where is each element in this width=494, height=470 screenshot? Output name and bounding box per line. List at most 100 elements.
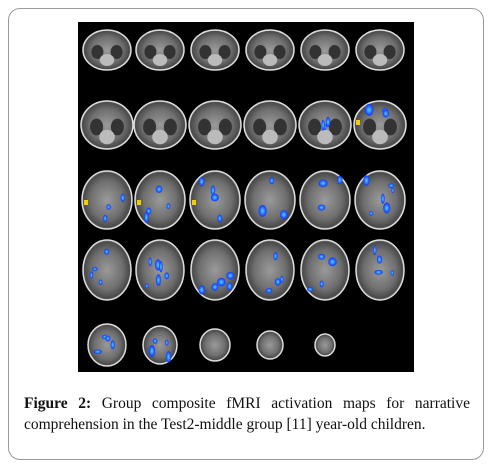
activation xyxy=(155,274,161,286)
activation xyxy=(92,267,98,272)
activation xyxy=(152,338,158,344)
activation-yellow xyxy=(356,120,360,125)
slice-detail xyxy=(99,54,115,66)
slice-detail xyxy=(254,45,267,59)
activation xyxy=(319,280,324,288)
slice-detail xyxy=(383,118,397,136)
caption-text: Group composite fMRI activation maps for… xyxy=(24,395,470,433)
activation xyxy=(148,257,152,267)
slice-detail xyxy=(144,45,157,59)
slice-detail xyxy=(262,54,278,66)
activation xyxy=(148,345,156,357)
slice-detail xyxy=(317,54,333,66)
brain-slice xyxy=(82,29,132,71)
brain-slice xyxy=(188,100,242,150)
activation xyxy=(98,279,103,285)
slice-detail xyxy=(372,129,388,145)
slice-detail xyxy=(273,118,287,136)
slice-detail xyxy=(163,118,177,136)
activation xyxy=(337,175,343,185)
brain-slice xyxy=(245,29,295,71)
activation xyxy=(104,248,110,255)
activation xyxy=(198,176,205,187)
brain-slice xyxy=(142,325,178,365)
activation xyxy=(380,193,385,204)
brain-slice xyxy=(314,333,336,357)
activation xyxy=(110,340,115,350)
brain-slice xyxy=(300,29,350,71)
slice-detail xyxy=(143,118,157,136)
activation xyxy=(165,351,172,363)
slice-detail xyxy=(364,45,377,59)
activation xyxy=(103,214,108,223)
activation xyxy=(274,278,281,286)
activation xyxy=(325,116,331,128)
activation xyxy=(198,285,205,295)
slice-detail xyxy=(199,45,212,59)
brain-slice xyxy=(134,170,186,230)
slice-detail xyxy=(309,45,322,59)
activation xyxy=(376,255,383,264)
slice-detail xyxy=(91,45,104,59)
activation xyxy=(89,271,94,279)
slice-detail xyxy=(152,54,168,66)
activation xyxy=(258,204,267,217)
slice-detail xyxy=(273,45,286,59)
activation xyxy=(374,269,383,275)
brain-slice xyxy=(87,323,127,367)
activation xyxy=(211,283,219,291)
brain-slice xyxy=(199,328,231,362)
activation xyxy=(317,204,326,211)
activation xyxy=(391,187,395,194)
brain-slice xyxy=(190,239,240,301)
brain-slice xyxy=(300,239,350,301)
activation-yellow xyxy=(84,200,88,205)
activation xyxy=(307,287,314,292)
slice-detail xyxy=(198,118,212,136)
slice-detail xyxy=(218,118,232,136)
activation xyxy=(217,214,223,223)
activation xyxy=(318,179,328,188)
slice-detail xyxy=(152,129,168,145)
activation xyxy=(226,271,235,280)
brain-slice xyxy=(243,100,297,150)
activation-yellow xyxy=(192,200,196,205)
activation xyxy=(155,185,163,193)
activation xyxy=(166,203,171,210)
activation xyxy=(217,277,226,287)
brain-slice xyxy=(81,170,133,230)
slice-detail xyxy=(207,129,223,145)
activation xyxy=(210,193,219,202)
activation xyxy=(388,183,395,188)
activation xyxy=(321,119,325,131)
brain-slice xyxy=(299,170,351,230)
brain-slice xyxy=(245,239,295,301)
brain-slice xyxy=(355,29,405,71)
slice-detail xyxy=(90,118,104,136)
figure-frame xyxy=(8,8,484,460)
slice-detail xyxy=(110,45,123,59)
slice-detail xyxy=(207,54,223,66)
activation xyxy=(145,283,149,289)
activation xyxy=(269,177,275,185)
figure-label: Figure 2: xyxy=(24,395,92,412)
activation xyxy=(164,339,169,346)
activation xyxy=(144,211,149,223)
slice-detail xyxy=(99,129,115,145)
activation xyxy=(280,210,288,220)
slice-detail xyxy=(218,45,231,59)
activation xyxy=(280,275,284,283)
brain-slice xyxy=(80,100,134,150)
activation xyxy=(164,272,170,280)
slice-detail xyxy=(308,118,322,136)
slice-detail xyxy=(363,118,377,136)
activation xyxy=(226,282,233,291)
brain-slice xyxy=(82,239,132,301)
brain-slice xyxy=(354,170,406,230)
slice-detail xyxy=(317,129,333,145)
slice-detail xyxy=(328,45,341,59)
activation xyxy=(159,261,163,273)
activation xyxy=(363,175,370,186)
activation xyxy=(318,253,326,260)
